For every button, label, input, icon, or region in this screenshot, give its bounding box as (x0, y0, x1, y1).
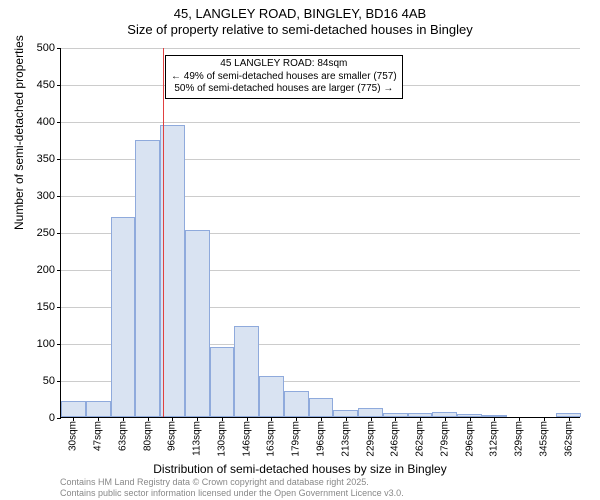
histogram-bar (86, 401, 111, 417)
ytick-mark (57, 381, 61, 382)
xtick-label: 113sqm (192, 421, 203, 456)
xtick-label: 296sqm (464, 421, 475, 457)
footer-attribution: Contains HM Land Registry data © Crown c… (60, 477, 404, 498)
ytick-mark (57, 122, 61, 123)
histogram-bar (185, 230, 210, 417)
ytick-mark (57, 344, 61, 345)
x-axis-label: Distribution of semi-detached houses by … (0, 462, 600, 476)
ytick-mark (57, 307, 61, 308)
reference-line (163, 48, 164, 417)
ytick-label: 500 (37, 42, 55, 54)
histogram-bar (234, 326, 259, 417)
histogram-bar (309, 398, 334, 417)
xtick-label: 196sqm (316, 421, 327, 457)
y-axis-label: Number of semi-detached properties (12, 35, 26, 230)
histogram-bar (358, 408, 383, 417)
xtick-label: 146sqm (241, 421, 252, 457)
histogram-bar (333, 410, 358, 417)
footer-line2: Contains public sector information licen… (60, 488, 404, 498)
annotation-box: 45 LANGLEY ROAD: 84sqm← 49% of semi-deta… (165, 55, 403, 99)
ytick-label: 250 (37, 227, 55, 239)
ytick-label: 350 (37, 153, 55, 165)
xtick-label: 63sqm (117, 421, 128, 451)
ytick-label: 100 (37, 338, 55, 350)
ytick-mark (57, 159, 61, 160)
xtick-label: 80sqm (142, 421, 153, 451)
histogram-bar (61, 401, 86, 417)
ytick-mark (57, 48, 61, 49)
xtick-label: 30sqm (68, 421, 79, 451)
annotation-line3: 50% of semi-detached houses are larger (… (171, 83, 397, 96)
title-line2: Size of property relative to semi-detach… (0, 22, 600, 37)
annotation-line1: 45 LANGLEY ROAD: 84sqm (171, 58, 397, 71)
ytick-label: 200 (37, 264, 55, 276)
ytick-label: 50 (43, 375, 55, 387)
footer-line1: Contains HM Land Registry data © Crown c… (60, 477, 404, 487)
ytick-label: 400 (37, 116, 55, 128)
ytick-label: 450 (37, 79, 55, 91)
gridline (61, 122, 580, 123)
ytick-mark (57, 233, 61, 234)
title-line1: 45, LANGLEY ROAD, BINGLEY, BD16 4AB (0, 6, 600, 21)
xtick-label: 345sqm (538, 421, 549, 457)
ytick-label: 300 (37, 190, 55, 202)
xtick-label: 213sqm (340, 421, 351, 457)
histogram-bar (284, 391, 309, 417)
ytick-label: 150 (37, 301, 55, 313)
xtick-label: 329sqm (514, 421, 525, 457)
ytick-mark (57, 196, 61, 197)
xtick-label: 163sqm (266, 421, 277, 457)
ytick-mark (57, 418, 61, 419)
xtick-label: 96sqm (167, 421, 178, 451)
chart-title-block: 45, LANGLEY ROAD, BINGLEY, BD16 4AB Size… (0, 0, 600, 37)
plot-region: 05010015020025030035040045050030sqm47sqm… (60, 48, 580, 418)
xtick-label: 47sqm (93, 421, 104, 451)
histogram-bar (259, 376, 284, 417)
xtick-label: 130sqm (216, 421, 227, 457)
xtick-label: 229sqm (365, 421, 376, 457)
xtick-label: 262sqm (415, 421, 426, 457)
ytick-mark (57, 85, 61, 86)
xtick-label: 312sqm (489, 421, 500, 457)
ytick-label: 0 (49, 412, 55, 424)
chart-area: 05010015020025030035040045050030sqm47sqm… (60, 48, 580, 418)
annotation-line2: ← 49% of semi-detached houses are smalle… (171, 71, 397, 84)
xtick-label: 179sqm (291, 421, 302, 457)
histogram-bar (111, 217, 136, 417)
histogram-bar (210, 347, 235, 417)
ytick-mark (57, 270, 61, 271)
xtick-label: 362sqm (563, 421, 574, 457)
xtick-label: 279sqm (439, 421, 450, 457)
gridline (61, 48, 580, 49)
histogram-bar (160, 125, 185, 417)
xtick-label: 246sqm (390, 421, 401, 457)
histogram-bar (135, 140, 160, 417)
